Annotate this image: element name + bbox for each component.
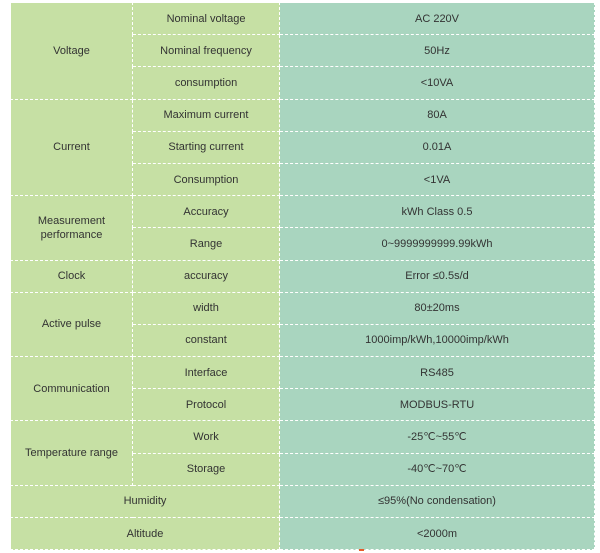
- param-label: Maximum current: [132, 98, 280, 132]
- param-label: width: [132, 291, 280, 325]
- table-row: Clock accuracy Error ≤0.5s/d: [10, 259, 595, 293]
- param-label: Nominal voltage: [132, 1, 280, 36]
- table-row: Starting current 0.01A: [11, 130, 595, 164]
- table-row: Storage -40℃~70℃: [11, 452, 595, 486]
- humidity-label: Humidity: [10, 484, 280, 519]
- table-row: Current Maximum current 80A: [10, 98, 595, 197]
- group-label-current: Current: [10, 98, 133, 197]
- param-value: 1000imp/kWh,10000imp/kWh: [279, 323, 595, 358]
- group-label-measurement: Measurement performance: [10, 195, 133, 261]
- table-row: Protocol MODBUS-RTU: [11, 388, 595, 422]
- param-label: Accuracy: [132, 195, 280, 229]
- spec-table: Voltage Nominal voltage AC 220V Nominal …: [10, 1, 595, 551]
- param-label: Nominal frequency: [132, 34, 280, 68]
- param-value: 80A: [279, 98, 595, 132]
- param-value: 0~9999999999.99kWh: [279, 227, 595, 261]
- group-label-active-pulse: Active pulse: [10, 291, 133, 358]
- param-value: RS485: [279, 356, 595, 390]
- param-label: accuracy: [132, 259, 280, 293]
- table-row: Range 0~9999999999.99kWh: [11, 227, 595, 261]
- table-row: Temperature range Work -25℃~55℃: [10, 420, 595, 486]
- param-value: Error ≤0.5s/d: [279, 259, 595, 293]
- param-label: Starting current: [132, 130, 280, 164]
- group-label-voltage: Voltage: [10, 2, 133, 100]
- table-row: constant 1000imp/kWh,10000imp/kWh: [11, 323, 595, 358]
- table-row: Consumption <1VA: [11, 162, 595, 197]
- table-row: consumption <10VA: [11, 66, 595, 100]
- table-row: Active pulse width 80±20ms: [10, 291, 595, 358]
- table-row: Voltage Nominal voltage AC 220V: [10, 1, 595, 100]
- table-row: Communication Interface RS485: [10, 356, 595, 422]
- altitude-value: <2000m: [279, 516, 595, 551]
- group-label-temperature: Temperature range: [10, 420, 133, 486]
- param-value: 80±20ms: [279, 291, 595, 325]
- group-label-communication: Communication: [10, 356, 133, 422]
- param-label: Range: [132, 227, 280, 261]
- param-value: kWh Class 0.5: [279, 195, 595, 229]
- param-value: -25℃~55℃: [279, 420, 595, 454]
- param-value: <10VA: [279, 66, 595, 100]
- param-label: Protocol: [132, 388, 280, 422]
- table-row: Humidity ≤95%(No condensation): [10, 484, 595, 519]
- decorative-mark: [359, 549, 364, 551]
- param-value: MODBUS-RTU: [279, 388, 595, 422]
- param-value: 50Hz: [279, 34, 595, 68]
- altitude-label: Altitude: [10, 516, 280, 551]
- humidity-value: ≤95%(No condensation): [279, 484, 595, 519]
- param-label: constant: [132, 323, 280, 358]
- param-value: -40℃~70℃: [279, 452, 595, 486]
- param-label: Storage: [132, 452, 280, 486]
- param-label: Work: [132, 420, 280, 454]
- param-label: Consumption: [132, 162, 280, 197]
- param-value: 0.01A: [279, 130, 595, 164]
- param-label: consumption: [132, 66, 280, 100]
- table-row: Altitude <2000m: [10, 516, 595, 551]
- param-value: <1VA: [279, 162, 595, 197]
- table-row: Nominal frequency 50Hz: [11, 34, 595, 68]
- group-label-clock: Clock: [10, 259, 133, 293]
- param-label: Interface: [132, 356, 280, 390]
- param-value: AC 220V: [279, 1, 595, 36]
- table-row: Measurement performance Accuracy kWh Cla…: [10, 195, 595, 261]
